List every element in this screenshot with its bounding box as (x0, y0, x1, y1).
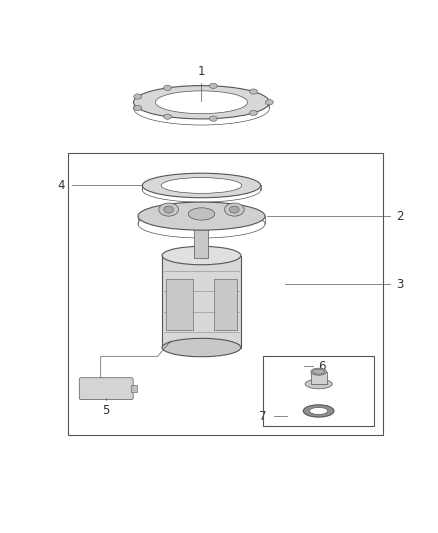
Ellipse shape (164, 85, 172, 91)
Text: 6: 6 (318, 360, 326, 373)
Bar (263, 356, 374, 426)
Bar (68, 152, 383, 435)
Ellipse shape (159, 203, 178, 216)
Ellipse shape (209, 83, 217, 88)
Ellipse shape (155, 91, 247, 114)
Ellipse shape (194, 221, 208, 227)
Ellipse shape (304, 405, 334, 417)
Ellipse shape (305, 379, 332, 389)
Ellipse shape (138, 202, 265, 230)
Ellipse shape (142, 173, 261, 198)
Ellipse shape (134, 94, 141, 99)
Ellipse shape (163, 114, 171, 119)
Text: 1: 1 (198, 65, 205, 78)
Text: 2: 2 (396, 209, 404, 223)
Ellipse shape (188, 208, 215, 220)
FancyBboxPatch shape (79, 378, 133, 400)
Bar (162, 255, 241, 348)
Ellipse shape (161, 177, 242, 193)
Ellipse shape (164, 206, 173, 213)
Ellipse shape (209, 116, 217, 122)
Bar (194, 224, 208, 258)
Ellipse shape (225, 203, 244, 216)
Ellipse shape (250, 89, 258, 94)
Ellipse shape (134, 86, 269, 119)
Ellipse shape (265, 100, 273, 105)
Ellipse shape (313, 369, 325, 374)
Bar (311, 372, 327, 384)
Text: 4: 4 (57, 179, 65, 192)
Ellipse shape (250, 110, 258, 116)
Ellipse shape (162, 246, 241, 265)
Ellipse shape (311, 368, 327, 375)
Ellipse shape (310, 407, 328, 415)
Bar (166, 279, 193, 330)
Bar (214, 279, 237, 330)
Bar (131, 385, 137, 392)
Text: 5: 5 (102, 404, 110, 417)
Ellipse shape (134, 106, 141, 110)
Ellipse shape (162, 338, 241, 357)
Text: 3: 3 (396, 278, 404, 290)
Text: 7: 7 (259, 410, 266, 423)
Ellipse shape (230, 206, 239, 213)
